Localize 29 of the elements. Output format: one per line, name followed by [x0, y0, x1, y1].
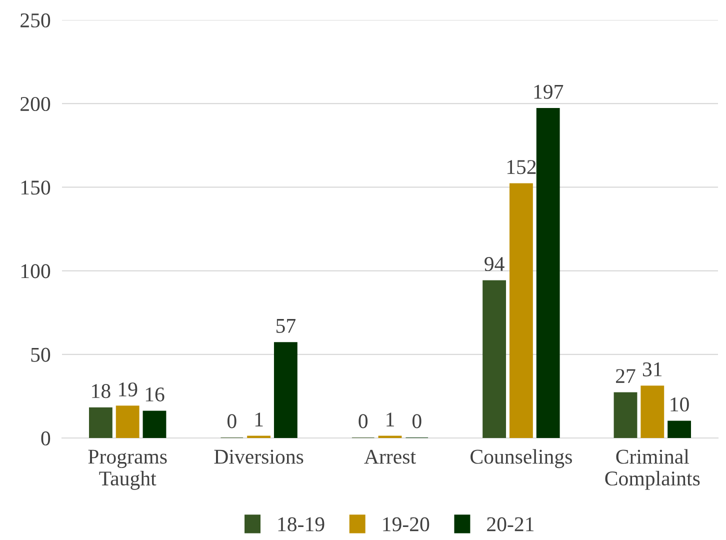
legend-label: 19-20 [383, 517, 430, 532]
data-label: 94 [484, 257, 504, 272]
y-tick-label: 250 [20, 13, 50, 28]
x-tick-label: Criminal Complaints [605, 449, 700, 490]
x-tick-label: Diversions [214, 450, 304, 464]
data-label: 19 [119, 382, 138, 396]
data-label: 197 [534, 84, 564, 99]
y-tick-label: 0 [41, 431, 50, 446]
legend-label: 20-21 [487, 517, 534, 532]
data-label: 31 [642, 362, 662, 376]
data-label: 57 [276, 319, 296, 333]
legend-label: 18-19 [278, 517, 324, 532]
y-tick-label: 200 [20, 96, 50, 112]
data-label: 152 [507, 160, 536, 174]
data-label: 0 [358, 414, 368, 428]
data-label: 1 [255, 412, 263, 426]
data-label: 27 [616, 369, 636, 383]
data-label: 0 [412, 414, 422, 428]
y-tick-label: 100 [21, 264, 50, 278]
x-tick-label: Counselings [470, 449, 572, 468]
data-label: 16 [146, 387, 164, 402]
data-label: 1 [386, 412, 394, 426]
y-tick-label: 50 [31, 348, 50, 362]
data-label: 18 [92, 384, 110, 398]
data-label: 10 [670, 397, 689, 412]
data-label: 0 [227, 414, 236, 428]
y-tick-label: 150 [21, 180, 50, 195]
x-tick-label: Arrest [364, 450, 416, 464]
x-tick-label: Programs Taught [88, 450, 167, 490]
